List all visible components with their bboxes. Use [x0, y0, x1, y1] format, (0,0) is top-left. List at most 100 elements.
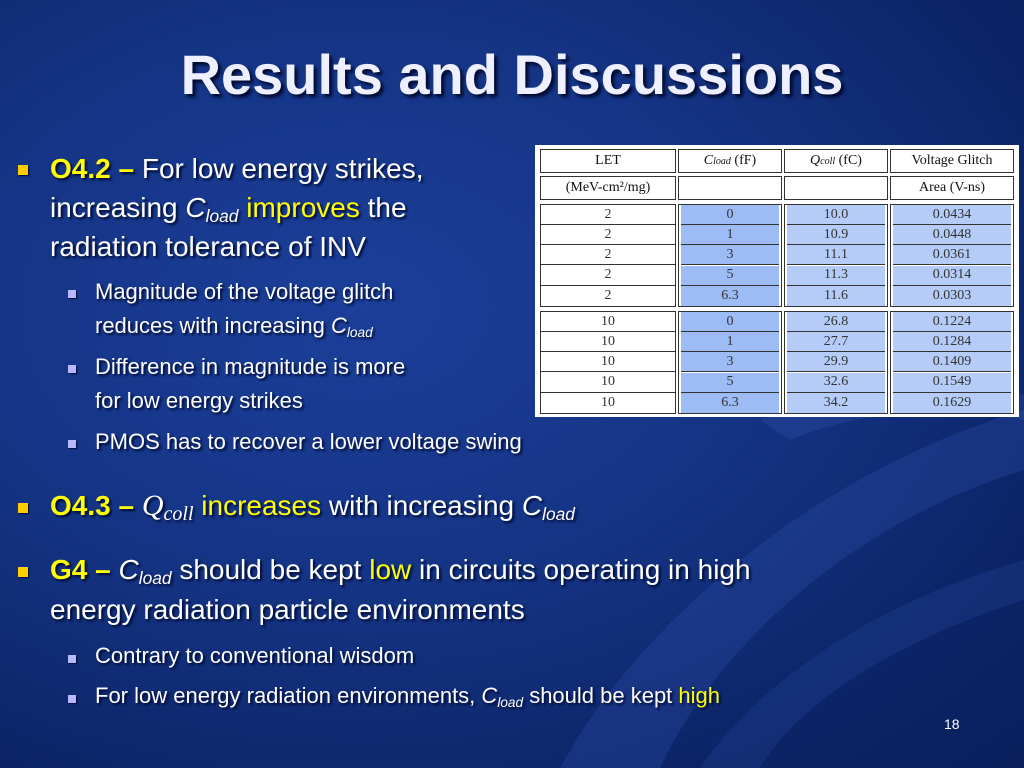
o42-line-1: O4.2 – For low energy strikes, — [50, 153, 423, 185]
table-cell-let: 10 — [601, 394, 615, 410]
bullet-o42-sub3 — [68, 440, 76, 448]
o42-code: O4.2 – — [50, 153, 135, 184]
table-cell-cload: 6.3 — [681, 392, 779, 413]
g4-text-b: in circuits operating in high — [411, 554, 751, 585]
header-glitch: Voltage Glitch — [890, 149, 1014, 173]
group2-let-box — [540, 311, 676, 414]
table-cell-let: 10 — [541, 312, 675, 332]
table-cell-qcoll: 10.0 — [787, 205, 885, 225]
bullet-o42-sub1 — [68, 290, 76, 298]
table-cell-area: 0.0303 — [893, 285, 1011, 306]
g4-text-a: should be kept — [171, 554, 370, 585]
table-cell-cload: 1 — [681, 332, 779, 353]
table-cell-qcoll: 11.1 — [787, 245, 885, 266]
o43-code: O4.3 – — [50, 490, 135, 521]
table-cell-area: 0.1409 — [893, 352, 1011, 373]
g4-high: high — [678, 683, 721, 708]
table-cell-qcoll: 27.7 — [787, 332, 885, 353]
table-cell-let: 2 — [541, 205, 675, 225]
o42-sub3: PMOS has to recover a lower voltage swin… — [95, 429, 522, 454]
table-cell-cload: 6.3 — [681, 285, 779, 306]
o43-line: O4.3 – Qcoll increases with increasing C… — [50, 489, 575, 526]
table-cell-let: 2 — [541, 266, 675, 286]
bullet-g4-sub1 — [68, 655, 76, 663]
table-cell-cload: 0 — [681, 312, 779, 332]
g4-sub1: Contrary to conventional wisdom — [95, 643, 415, 668]
table-cell-let: 10 — [541, 332, 675, 353]
g4-low: low — [369, 554, 412, 585]
group2-qcoll-box — [784, 311, 888, 414]
g4-line-2: energy radiation particle environments — [50, 594, 525, 625]
o42-text-a: For low energy strikes, — [141, 153, 424, 184]
page-number: 18 — [944, 716, 960, 732]
table-cell-cload: 3 — [681, 245, 779, 266]
o43-c: C — [521, 490, 543, 521]
table-cell-area: 0.1284 — [893, 332, 1011, 353]
o42-improves: improves — [246, 192, 360, 223]
o42-sub2-line-2: for low energy strikes — [95, 388, 303, 413]
header-let: LET — [540, 149, 676, 173]
o42-sub1-line-1: Magnitude of the voltage glitch — [95, 279, 394, 304]
o42-load: load — [205, 205, 239, 226]
slide-title: Results and Discussions — [180, 43, 844, 106]
o42-text-b-pre: increasing — [50, 192, 186, 223]
table-cell-cload: 3 — [681, 352, 779, 373]
o42-sub1-load: load — [346, 324, 373, 340]
o42-sub1-pre: reduces with increasing — [95, 313, 332, 338]
bullet-o42-sub2 — [68, 365, 76, 373]
table-cell-area: 0.1549 — [893, 372, 1011, 393]
table-cell-area: 0.1224 — [893, 312, 1011, 332]
group2-area-box — [890, 311, 1014, 414]
g4-sub2-c: C — [481, 683, 498, 708]
o43-increases: increases — [201, 490, 322, 521]
table-cell-qcoll: 34.2 — [787, 392, 885, 413]
table-cell-cload: 0 — [681, 205, 779, 225]
group2-cload-box — [678, 311, 782, 414]
bullet-o42 — [18, 165, 28, 175]
table-cell-qcoll: 10.9 — [787, 225, 885, 246]
bullet-o43 — [18, 503, 28, 513]
table-cell-cload: 1 — [681, 225, 779, 246]
table-cell-area: 0.0314 — [893, 265, 1011, 286]
table-cell-cload: 5 — [681, 372, 779, 393]
table-cell-qcoll: 29.9 — [787, 352, 885, 373]
o43-q: Q — [141, 489, 164, 522]
o42-line-3: radiation tolerance of INV — [50, 231, 366, 262]
bullet-g4-sub2 — [68, 695, 76, 703]
g4-sub2-pre: For low energy radiation environments, — [95, 683, 482, 708]
table-cell-area: 0.0361 — [893, 245, 1011, 266]
o42-sub2-line-1: Difference in magnitude is more — [95, 354, 406, 379]
table-cell-area: 0.0448 — [893, 225, 1011, 246]
g4-sub2-mid: should be kept — [523, 683, 679, 708]
o42-text-b-post: the — [359, 192, 407, 223]
table-cell-cload: 5 — [681, 265, 779, 286]
header-cload-unit — [678, 176, 782, 200]
group1-let-box — [540, 204, 676, 307]
table-cell-let: 2 — [541, 225, 675, 246]
header-let-unit: (MeV-cm²/mg) — [540, 176, 676, 200]
o42-line-2: increasing Cload improves the — [50, 192, 407, 227]
o42-sub1-c: C — [331, 313, 347, 338]
o43-text-post: with increasing — [321, 490, 522, 521]
table-cell-qcoll: 11.6 — [787, 285, 885, 306]
o42-sub1-line-2: reduces with increasing Cload — [95, 313, 373, 340]
o42-c: C — [185, 192, 206, 223]
table-cell-qcoll: 11.3 — [787, 265, 885, 286]
o43-coll: coll — [163, 503, 194, 525]
g4-sub2-load: load — [497, 694, 524, 710]
g4-code: G4 – — [50, 554, 111, 585]
header-qcoll-unit — [784, 176, 888, 200]
table-cell-qcoll: 32.6 — [787, 372, 885, 393]
o43-load: load — [542, 503, 575, 524]
g4-c: C — [118, 554, 139, 585]
g4-line-1: G4 – Cload should be kept low in circuit… — [50, 554, 751, 589]
table-cell-area: 0.0434 — [893, 205, 1011, 225]
table-cell-let: 10 — [541, 352, 675, 373]
bullet-g4 — [18, 567, 28, 577]
g4-sub2: For low energy radiation environments, C… — [95, 683, 720, 710]
g4-load: load — [138, 567, 172, 588]
table-cell-area: 0.1629 — [893, 392, 1011, 413]
